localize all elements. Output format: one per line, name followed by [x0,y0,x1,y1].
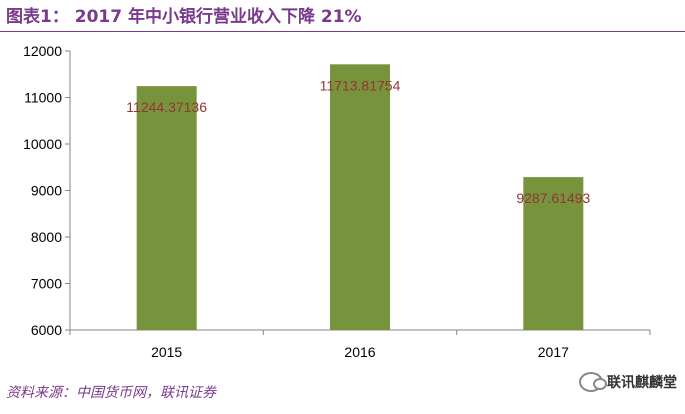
watermark-label: 联讯麒麟堂 [607,375,677,391]
watermark: 联讯麒麟堂 [579,372,677,392]
y-tick-label: 9000 [31,183,62,199]
data-label-2016: 11713.81754 [320,77,401,93]
y-tick-label: 10000 [23,136,62,152]
y-tick-label: 7000 [31,276,62,292]
y-tick-label: 12000 [23,43,62,59]
bar-2016 [330,64,390,330]
data-label-2015: 11244.37136 [126,99,207,115]
wechat-icon [579,372,607,392]
data-label-2017: 9287.61493 [516,190,590,206]
source-note: 资料来源：中国货币网，联讯证券 [6,385,216,401]
title-divider [0,31,685,32]
bar-2017 [523,177,584,330]
bar-2015 [136,86,197,330]
y-tick-label: 8000 [31,229,62,245]
y-tick-label: 6000 [31,322,62,338]
page-title: 图表1： 2017 年中小银行营业收入下降 21% [6,7,362,27]
x-tick-label-2017: 2017 [538,344,569,360]
x-tick-label-2015: 2015 [151,344,182,360]
x-tick-label-2016: 2016 [344,344,375,360]
y-tick-label: 11000 [24,90,62,106]
